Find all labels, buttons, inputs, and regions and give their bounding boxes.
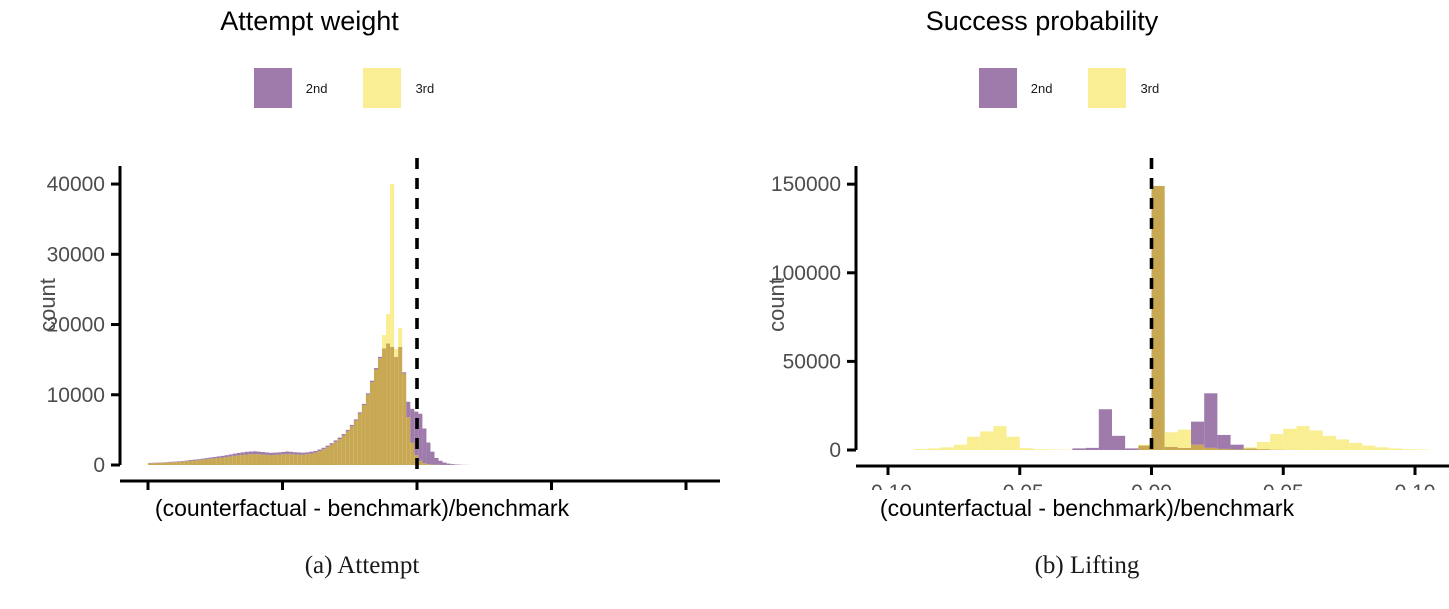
subcaption-lifting: (b) Lifting (1034, 552, 1140, 579)
legend-swatch-3rd-icon (1088, 68, 1127, 108)
panel-title-lifting: Success probability (925, 6, 1159, 36)
legend-lifting: 2nd 3rd (725, 68, 1449, 108)
legend-attempt: 2nd 3rd (0, 68, 724, 108)
x-tick-label: 0.10 (1395, 481, 1436, 490)
panel-attempt: Attempt weight 2nd 3rd count 0 10000 20000… (0, 0, 724, 609)
panel-title-attempt: Attempt weight (220, 6, 399, 36)
legend-label-2nd: 2nd (305, 80, 328, 96)
x-tick-label: -0.10 (864, 481, 912, 490)
x-tick-label: -0.05 (996, 481, 1044, 490)
x-tick-label: 0.00 (1131, 481, 1172, 490)
legend-label-2nd: 2nd (1030, 80, 1053, 96)
panel-lifting: Success probability 2nd 3rd count 0 50000… (725, 0, 1449, 609)
y-tick-label: 0 (829, 439, 841, 462)
y-tick-label: 0 (93, 454, 105, 477)
plot-canvas-lifting: 0 50000 100000 150000 -0.10 -0.05 0.00 0.05 0.10 (771, 158, 1449, 490)
legend-swatch-3rd-icon (363, 68, 402, 108)
y-tick-label: 10000 (47, 384, 105, 407)
legend-item-3rd: 3rd (1088, 68, 1195, 108)
legend-item-3rd: 3rd (363, 68, 470, 108)
y-tick-label: 20000 (47, 314, 105, 337)
x-tick-label: 0.05 (1263, 481, 1304, 490)
subcaption-attempt: (a) Attempt (304, 552, 420, 579)
x-axis-title-lifting: (counterfactual - benchmark)/benchmark (879, 495, 1295, 521)
legend-swatch-2nd-icon (253, 68, 292, 108)
legend-swatch-2nd-icon (978, 68, 1017, 108)
y-tick-label: 150000 (771, 173, 841, 196)
y-tick-label: 50000 (783, 350, 841, 373)
legend-label-3rd: 3rd (1140, 80, 1160, 96)
legend-item-2nd: 2nd (978, 68, 1089, 108)
x-axis-title-attempt: (counterfactual - benchmark)/benchmark (154, 495, 570, 521)
plot-canvas-attempt: 010000200003000040000-0.50-0.250.000.250… (47, 158, 720, 490)
legend-label-3rd: 3rd (415, 80, 435, 96)
y-tick-label: 100000 (771, 262, 841, 285)
y-tick-label: 30000 (47, 243, 105, 266)
y-tick-label: 40000 (47, 173, 105, 196)
legend-item-2nd: 2nd (253, 68, 364, 108)
